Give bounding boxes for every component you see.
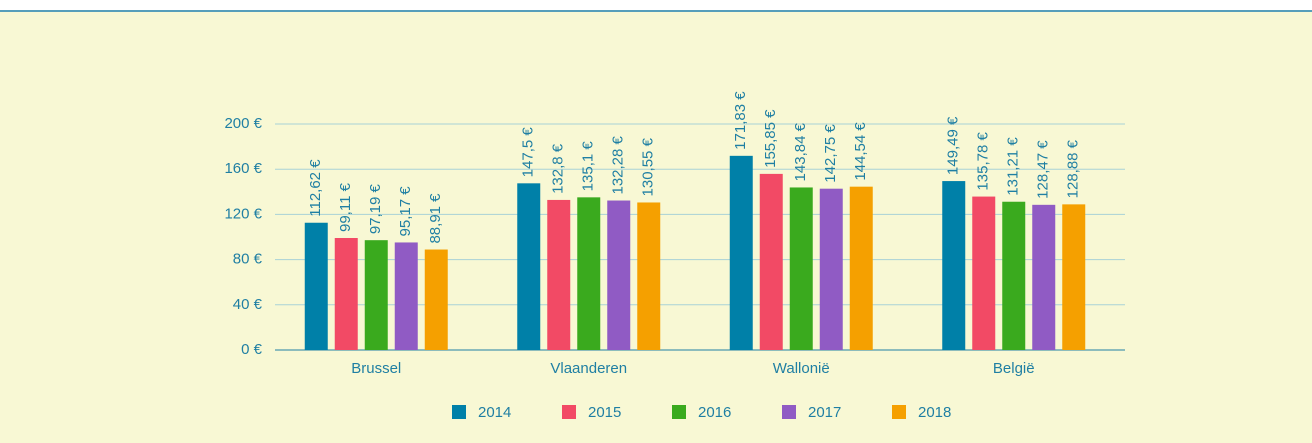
- legend-swatch: [562, 405, 576, 419]
- data-label: 131,21 €: [1005, 137, 1022, 196]
- legend-swatch: [452, 405, 466, 419]
- bar: [334, 238, 358, 350]
- data-label: 143,84 €: [792, 122, 809, 181]
- bar: [819, 188, 843, 350]
- data-label: 130,55 €: [640, 137, 657, 196]
- data-label: 97,19 €: [367, 183, 384, 234]
- bar: [364, 240, 388, 350]
- x-tick-label: Vlaanderen: [550, 360, 627, 377]
- data-label: 142,75 €: [822, 124, 839, 183]
- bar: [1002, 201, 1026, 350]
- bar: [729, 155, 753, 350]
- bar: [547, 199, 571, 350]
- data-label: 99,11 €: [337, 182, 354, 232]
- legend-label: 2014: [478, 404, 511, 421]
- bar: [517, 183, 541, 350]
- data-label: 155,85 €: [762, 109, 779, 168]
- data-label: 128,88 €: [1065, 139, 1082, 198]
- y-tick-label: 40 €: [233, 296, 263, 313]
- y-tick-label: 80 €: [233, 251, 263, 268]
- bar: [424, 249, 448, 350]
- legend-label: 2017: [808, 404, 841, 421]
- bar: [972, 196, 996, 350]
- legend-label: 2016: [698, 404, 731, 421]
- legend-label: 2015: [588, 404, 621, 421]
- x-tick-label: België: [993, 360, 1035, 377]
- y-tick-label: 0 €: [241, 341, 263, 358]
- x-tick-label: Wallonië: [773, 360, 830, 377]
- bar: [577, 197, 601, 350]
- bar: [394, 242, 418, 350]
- bar: [849, 186, 873, 350]
- bar: [637, 202, 661, 350]
- data-label: 144,54 €: [852, 122, 869, 181]
- data-label: 132,28 €: [610, 135, 627, 194]
- bar: [759, 173, 783, 350]
- bar: [1032, 204, 1056, 350]
- data-label: 147,5 €: [520, 127, 537, 178]
- data-label: 95,17 €: [397, 186, 414, 237]
- legend-swatch: [892, 405, 906, 419]
- bar: [1062, 204, 1086, 350]
- legend-label: 2018: [918, 404, 951, 421]
- y-tick-label: 160 €: [224, 160, 262, 177]
- bar: [789, 187, 813, 350]
- y-tick-label: 200 €: [224, 115, 262, 132]
- data-label: 88,91 €: [427, 193, 444, 244]
- bar: [942, 181, 966, 350]
- y-tick-label: 120 €: [224, 205, 262, 222]
- legend-swatch: [782, 405, 796, 419]
- bar: [607, 200, 631, 350]
- data-label: 135,1 €: [580, 141, 597, 192]
- data-label: 128,47 €: [1035, 140, 1052, 199]
- data-label: 171,83 €: [732, 91, 749, 150]
- bar: [304, 222, 328, 350]
- data-label: 149,49 €: [945, 116, 962, 175]
- data-label: 135,78 €: [975, 132, 992, 191]
- data-label: 112,62 €: [307, 159, 324, 217]
- legend-swatch: [672, 405, 686, 419]
- x-tick-label: Brussel: [351, 360, 401, 377]
- data-label: 132,8 €: [550, 143, 567, 194]
